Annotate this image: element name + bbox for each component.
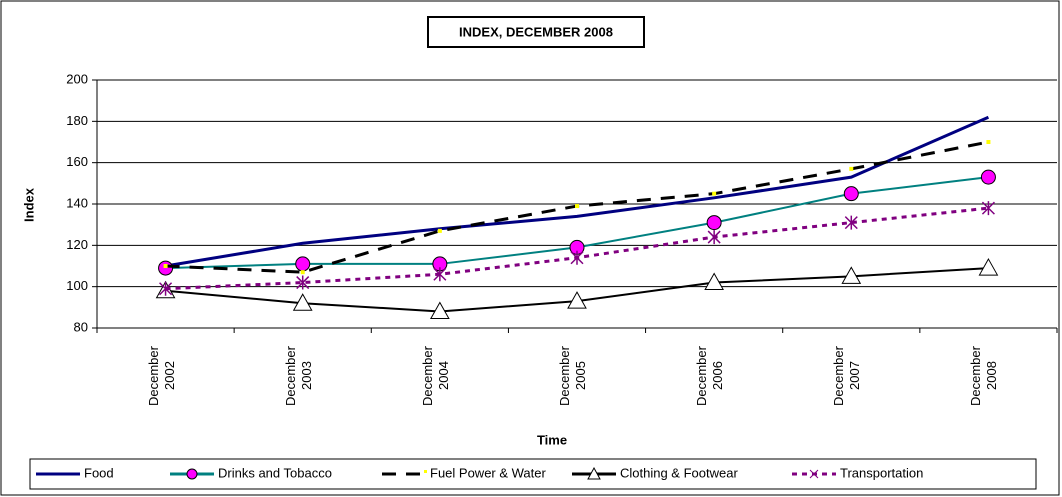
point <box>981 201 995 216</box>
legend-label: Clothing & Footwear <box>620 465 738 480</box>
legend-label: Drinks and Tobacco <box>218 465 332 480</box>
legend-label: Transportation <box>840 465 923 480</box>
point <box>704 272 724 291</box>
point <box>570 250 584 265</box>
x-tick-label: December 2003 <box>282 346 314 406</box>
point <box>844 215 858 230</box>
point <box>706 215 722 231</box>
point <box>292 293 313 311</box>
point <box>712 191 717 196</box>
x-tick-label: December 2002 <box>145 346 177 406</box>
point <box>567 291 587 309</box>
y-tick-label: 120 <box>66 237 88 252</box>
point <box>158 260 174 276</box>
point <box>300 270 305 275</box>
legend-marker <box>809 469 819 479</box>
x-tick-label: December 2008 <box>968 346 1000 406</box>
point <box>575 204 579 209</box>
legend-marker <box>424 470 427 473</box>
y-tick-label: 100 <box>66 278 88 293</box>
series-line <box>165 115 990 268</box>
title-box <box>427 16 645 48</box>
y-tick-label: 140 <box>66 195 88 210</box>
legend-marker <box>587 466 601 480</box>
y-tick-label: 160 <box>66 154 88 169</box>
point <box>295 256 311 272</box>
legend-label: Fuel Power & Water <box>430 465 547 480</box>
y-tick-label: 180 <box>66 113 88 128</box>
x-tick-label: December 2006 <box>694 346 726 406</box>
y-tick-label: 80 <box>74 319 88 334</box>
y-axis-label: Index <box>21 187 36 222</box>
point <box>159 281 173 296</box>
point <box>980 169 996 185</box>
chart-title: INDEX, DECEMBER 2008 <box>459 24 613 39</box>
point <box>163 264 168 268</box>
point <box>437 228 442 233</box>
point <box>978 258 999 276</box>
x-tick-label: December 2005 <box>557 346 588 406</box>
x-tick-label: December 2004 <box>419 346 451 406</box>
point <box>843 186 859 202</box>
legend-marker <box>186 468 198 480</box>
point <box>707 230 721 245</box>
point <box>986 140 991 144</box>
x-axis-label: Time <box>537 432 567 447</box>
point <box>849 166 854 171</box>
x-tick-label: December 2007 <box>831 346 863 406</box>
point <box>296 275 310 290</box>
legend-label: Food <box>84 465 114 480</box>
y-tick-label: 200 <box>66 71 88 86</box>
point <box>841 266 862 284</box>
point <box>430 301 450 319</box>
point <box>433 267 447 282</box>
